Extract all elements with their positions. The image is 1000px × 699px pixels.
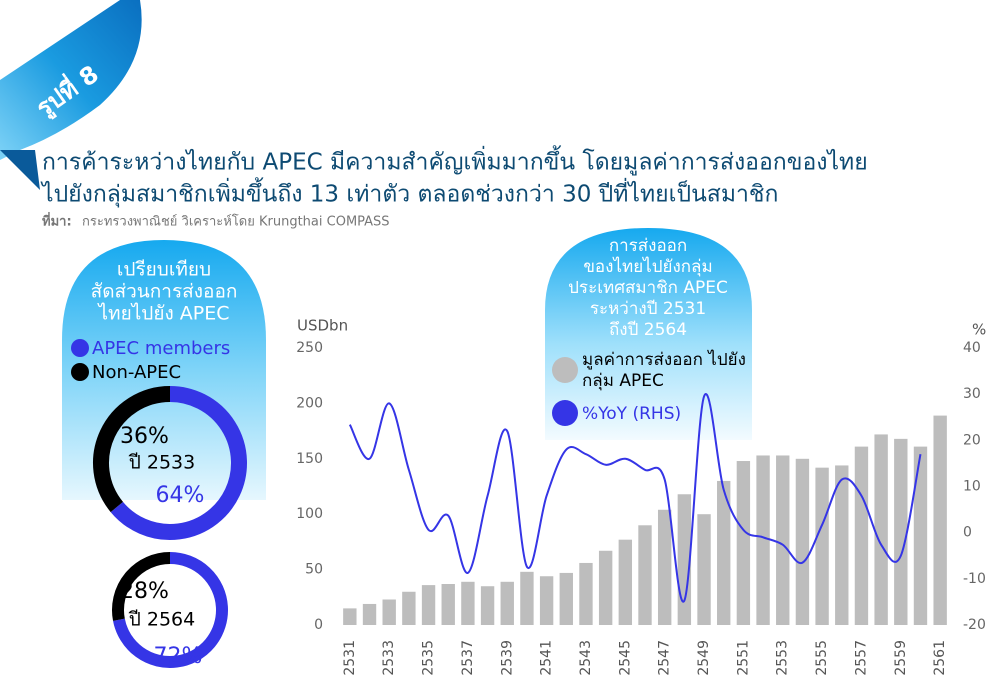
chart-title: การส่งออก — [609, 236, 687, 256]
panel-title: ไทยไปยัง APEC — [96, 303, 229, 325]
donut-label: 36% — [120, 424, 169, 449]
y2-axis-label: % — [972, 321, 986, 339]
x-tick-label: 2551 — [735, 640, 751, 676]
y-tick-label: 0 — [314, 617, 323, 633]
bar — [638, 525, 652, 625]
bar — [421, 585, 436, 625]
y2-tick-label: 20 — [963, 432, 981, 448]
donut-segment — [112, 552, 171, 621]
chart-title: ประเทศสมาชิก APEC — [568, 278, 728, 298]
x-tick-label: 2549 — [696, 640, 712, 676]
panel-title: เปรียบเทียบ — [117, 259, 211, 281]
y-axis-label: USDbn — [297, 317, 348, 335]
ribbon-fold — [0, 150, 40, 190]
title-line: การค้าระหว่างไทยกับ APEC มีความสำคัญเพิ่… — [42, 146, 868, 176]
y2-tick-label: 30 — [963, 386, 981, 402]
legend-dot — [71, 339, 89, 357]
bar — [736, 461, 751, 625]
donut-segment — [93, 386, 171, 513]
donut-label: 64% — [156, 483, 205, 508]
y2-tick-label: 0 — [963, 525, 972, 541]
x-tick-label: 2557 — [853, 640, 869, 676]
bar — [461, 581, 475, 625]
donut-year: ปี 2533 — [128, 452, 195, 474]
source-text: กระทรวงพาณิชย์ วิเคราะห์โดย Krungthai CO… — [82, 214, 390, 230]
donut-label: 72% — [154, 644, 203, 669]
y-tick-label: 50 — [305, 562, 323, 578]
bar — [776, 455, 790, 625]
donut-year: ปี 2564 — [128, 609, 195, 631]
x-tick-label: 2539 — [499, 640, 515, 676]
x-tick-label: 2535 — [421, 640, 437, 676]
bar — [500, 581, 514, 625]
y2-tick-label: 10 — [963, 479, 981, 495]
bar — [815, 467, 829, 625]
legend-box: %YoY (RHS) — [582, 403, 682, 424]
x-tick-label: 2545 — [617, 640, 633, 676]
bar — [657, 509, 672, 625]
legend-dot — [552, 400, 578, 426]
bar — [835, 465, 849, 625]
badge-ribbon — [0, 0, 142, 160]
y2-tick-label: 40 — [963, 340, 981, 356]
y-tick-label: 100 — [296, 506, 323, 522]
title-line: ไปยังกลุ่มสมาชิกเพิ่มขึ้นถึง 13 เท่าตัว … — [40, 178, 778, 208]
bar — [579, 562, 593, 625]
chart-title: ระหว่างปี 2531 — [590, 299, 706, 319]
bar — [854, 446, 869, 625]
x-tick-label: 2559 — [893, 640, 909, 676]
y2-tick-label: -20 — [963, 617, 986, 633]
donut-label: 28% — [120, 579, 169, 604]
x-tick-label: 2541 — [539, 640, 555, 676]
bar — [913, 446, 928, 625]
bar — [441, 584, 455, 625]
x-tick-label: 2561 — [932, 640, 948, 676]
legend-label: APEC members — [92, 338, 230, 359]
bar — [717, 480, 731, 625]
bar — [480, 586, 495, 625]
legend-label: %YoY (RHS) — [582, 403, 682, 424]
bar — [756, 455, 770, 625]
source-label: ที่มา: — [42, 212, 72, 230]
x-tick-label: 2555 — [814, 640, 830, 676]
bar — [618, 539, 633, 625]
legend-box: มูลค่าการส่งออก ไปยังกลุ่ม APEC — [582, 350, 746, 391]
bar — [894, 438, 908, 625]
x-tick-label: 2537 — [460, 640, 476, 676]
y-tick-label: 150 — [296, 451, 323, 467]
donut-segment — [113, 552, 228, 668]
x-tick-label: 2553 — [775, 640, 791, 676]
bar — [697, 514, 711, 625]
line — [348, 393, 922, 603]
x-tick-label: 2531 — [342, 640, 358, 676]
legend-label: Non-APEC — [92, 362, 181, 383]
chart-title: ถึงปี 2564 — [609, 320, 687, 340]
chart-title: ของไทยไปยังกลุ่ม — [583, 256, 712, 277]
panel-title: สัดส่วนการส่งออก — [91, 281, 238, 303]
bar — [874, 434, 888, 625]
donut-segment — [110, 386, 247, 540]
bar — [362, 603, 377, 625]
bar — [539, 576, 554, 625]
x-tick-label: 2547 — [657, 640, 673, 676]
bar — [933, 415, 947, 625]
y-tick-label: 250 — [296, 340, 323, 356]
legend-dot — [552, 357, 578, 383]
bar — [382, 599, 396, 625]
bar — [559, 572, 573, 625]
legend-dot — [71, 363, 89, 381]
y2-tick-label: -10 — [963, 571, 986, 587]
chart-bubble-bg — [545, 228, 752, 440]
x-tick-label: 2533 — [381, 640, 397, 676]
y-tick-label: 200 — [296, 395, 323, 411]
bar — [795, 458, 810, 625]
bar — [598, 550, 613, 625]
bar — [402, 591, 416, 625]
x-tick-label: 2543 — [578, 640, 594, 676]
bar — [520, 571, 534, 625]
bar — [343, 608, 357, 625]
legend-label: มูลค่าการส่งออก ไปยังกลุ่ม APEC — [582, 350, 746, 391]
bar — [677, 494, 692, 625]
